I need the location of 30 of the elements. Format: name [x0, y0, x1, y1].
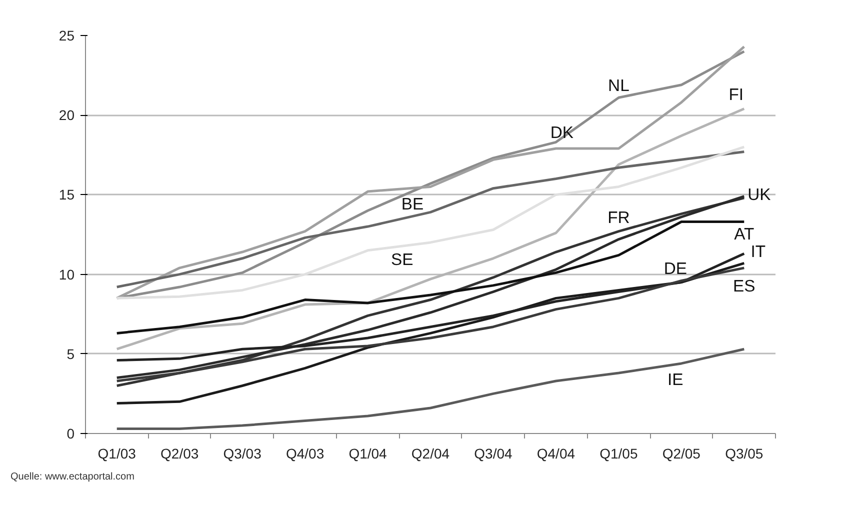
x-tick-label: Q3/05: [725, 446, 764, 462]
series-label: ES: [733, 276, 756, 296]
series-label: IE: [668, 370, 684, 389]
x-tick-label: Q2/04: [411, 446, 450, 462]
series-label: AT: [734, 224, 754, 244]
series-label: DK: [550, 123, 574, 142]
y-tick-label: 5: [66, 346, 75, 362]
y-tick-label: 25: [58, 28, 75, 44]
x-tick-label: Q1/03: [98, 446, 136, 462]
series-label: FR: [608, 208, 630, 227]
x-tick-label: Q2/03: [160, 446, 199, 462]
x-tick-label: Q4/03: [286, 446, 324, 462]
x-tick-label: Q1/04: [348, 446, 388, 462]
series-label: UK: [748, 184, 771, 204]
x-tick-label: Q3/03: [223, 446, 262, 462]
series-label: NL: [608, 76, 630, 96]
series-label: IT: [750, 242, 766, 262]
series-label: BE: [401, 194, 424, 214]
series-label: FI: [728, 85, 744, 104]
y-tick-label: 15: [58, 186, 75, 203]
x-tick-label: Q2/05: [662, 446, 701, 462]
series-label: SE: [391, 250, 414, 269]
x-tick-label: Q1/05: [600, 446, 638, 462]
source-note: Quelle: www.ectaportal.com: [10, 472, 134, 482]
x-tick-label: Q3/04: [474, 446, 513, 462]
series-label: DE: [664, 258, 687, 278]
y-tick-label: 0: [66, 426, 75, 442]
x-tick-label: Q4/04: [536, 446, 576, 462]
y-tick-label: 10: [58, 266, 75, 282]
y-tick-label: 20: [58, 107, 75, 124]
